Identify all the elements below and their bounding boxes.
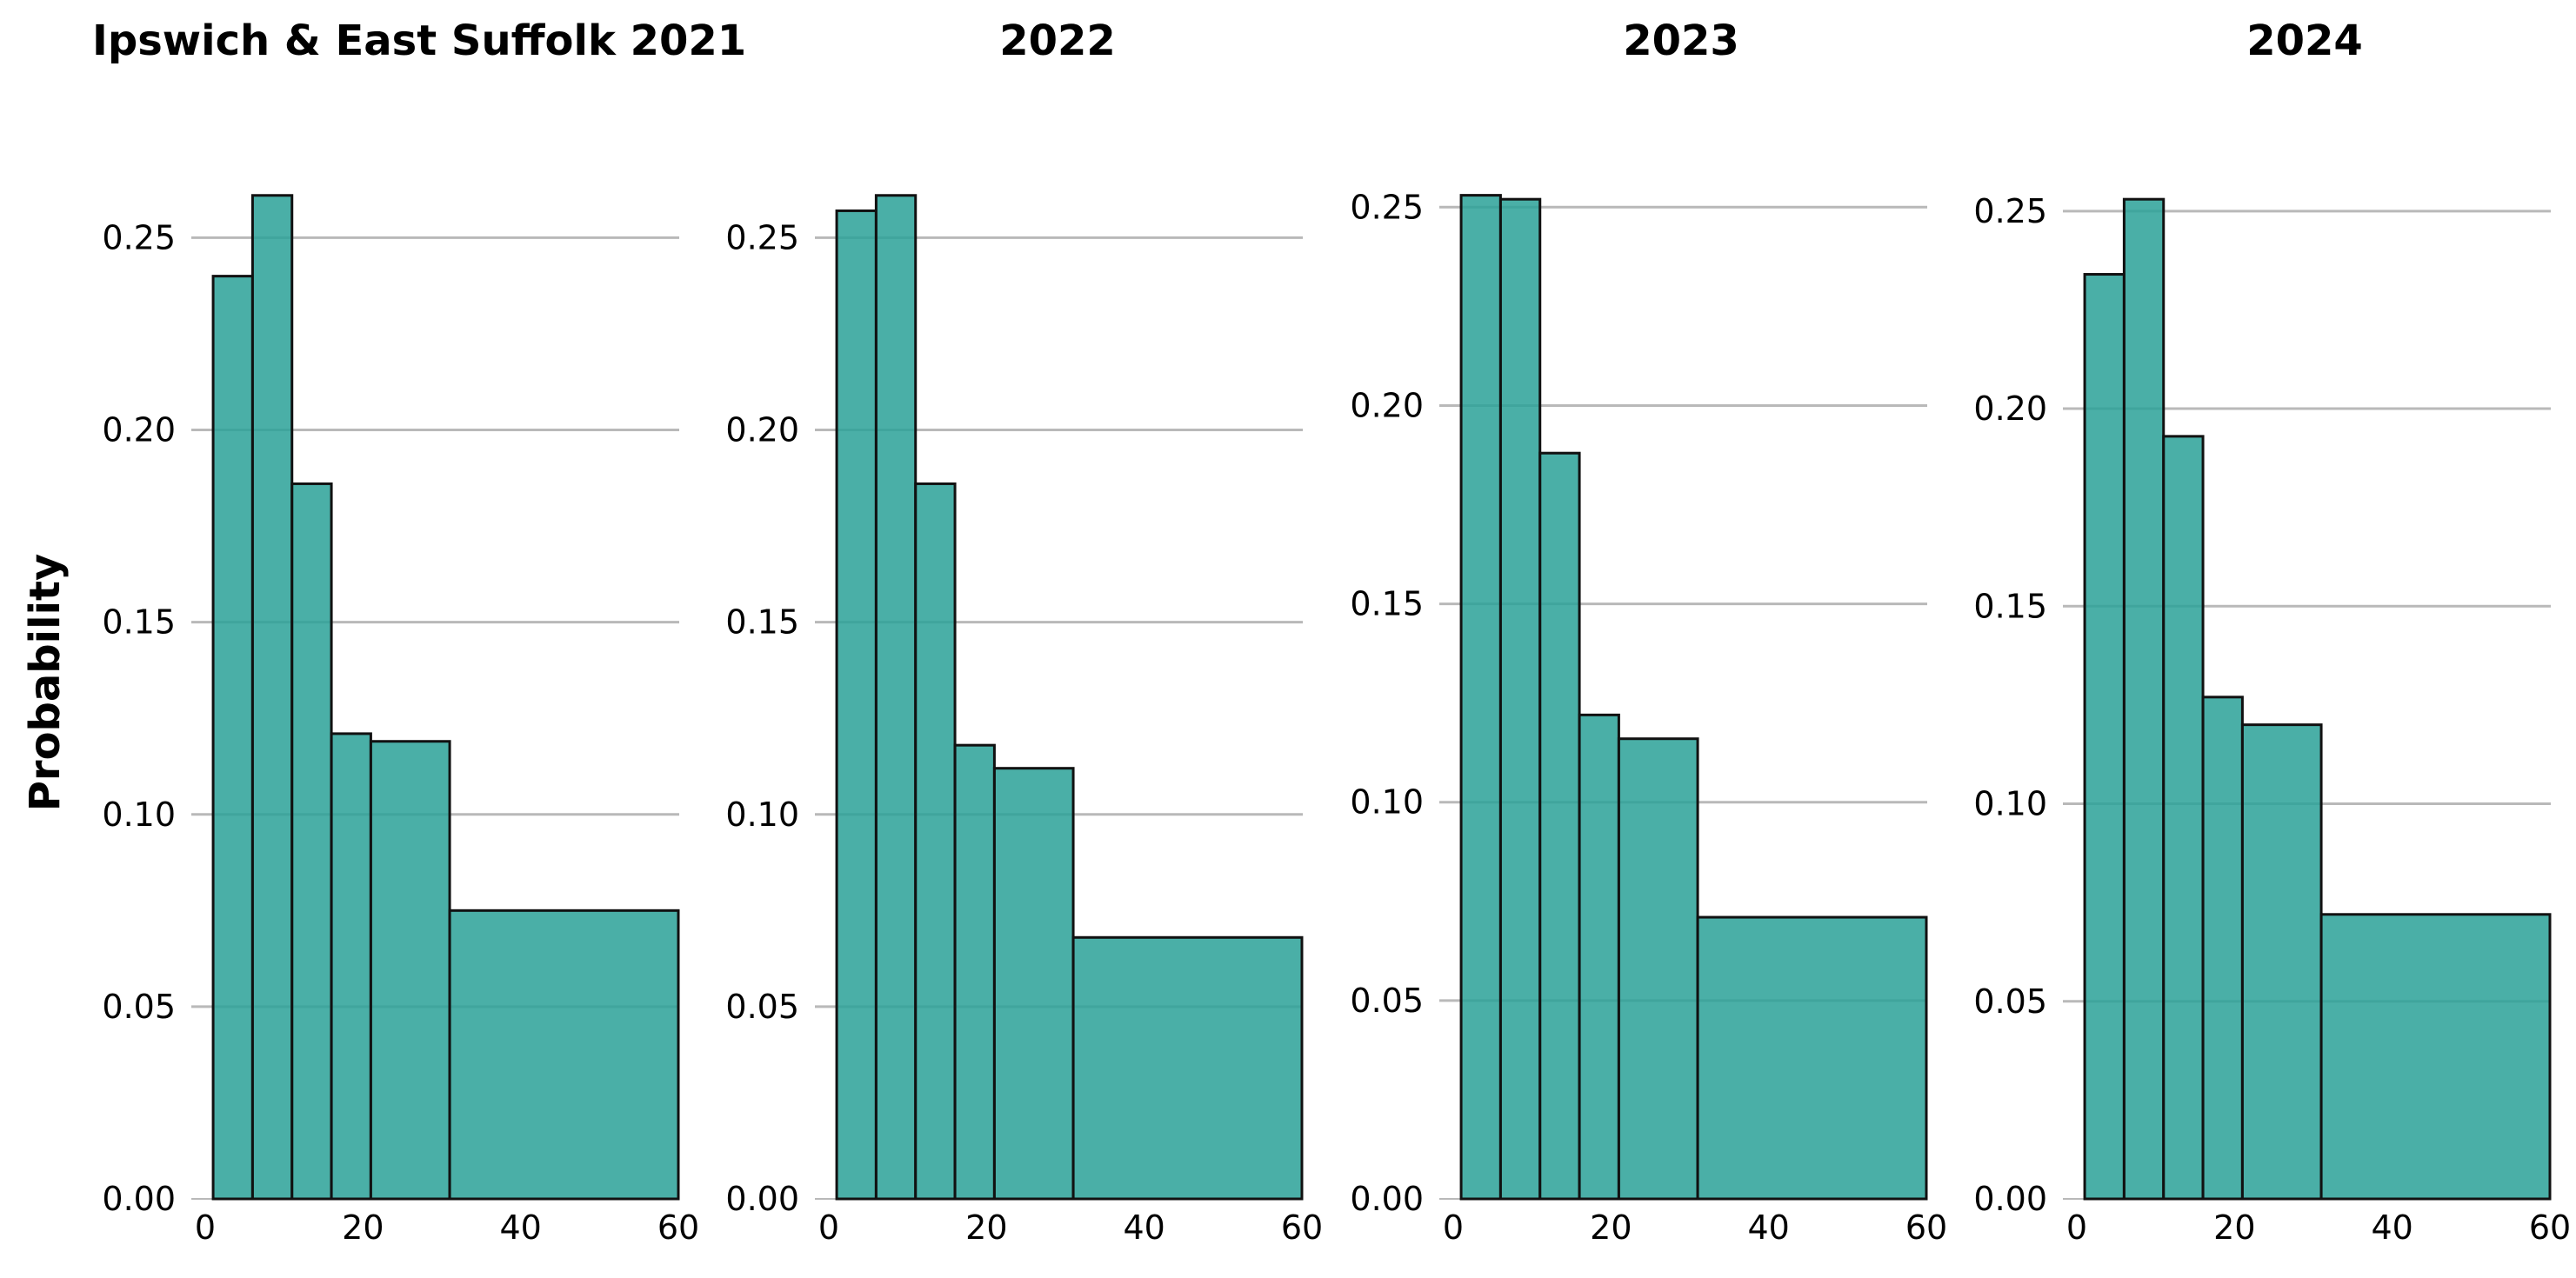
histogram-bar (874, 194, 918, 1201)
y-tick-label: 0.00 (1973, 1180, 2047, 1218)
histogram-bar (1696, 915, 1928, 1201)
histogram-bar (448, 909, 680, 1201)
histogram-bar (914, 482, 957, 1201)
panel-2023: 2023 0.00 0.05 0.10 0.15 0.20 0.25 0 20 40 60 (1350, 17, 1947, 1247)
y-tick-label: 0.20 (1350, 386, 1424, 424)
y-tick-label: 0.15 (1973, 587, 2047, 625)
y-tick-label: 0.25 (1973, 192, 2047, 230)
panel-title: 2022 (999, 17, 1116, 65)
histogram-bar (992, 767, 1075, 1201)
y-tick-label: 0.25 (725, 218, 799, 256)
x-tick-label: 60 (1281, 1208, 1323, 1247)
y-tick-label: 0.10 (1350, 783, 1424, 822)
histogram-bar (2162, 435, 2205, 1201)
x-tick-label: 40 (499, 1208, 541, 1247)
histogram-bar (1071, 935, 1304, 1201)
y-tick-label: 0.15 (1350, 585, 1424, 623)
y-tick-label: 0.10 (102, 795, 176, 834)
histogram-bar (330, 732, 372, 1201)
y-tick-label: 0.15 (725, 603, 799, 642)
x-tick-label: 40 (2371, 1208, 2412, 1247)
y-tick-label: 0.05 (102, 988, 176, 1026)
histogram-bar (1578, 713, 1620, 1201)
y-tick-label: 0.05 (1350, 982, 1424, 1020)
x-tick-label: 0 (818, 1208, 839, 1247)
y-tick-label: 0.10 (725, 795, 799, 834)
histogram-bar (2319, 913, 2552, 1201)
x-tick-label: 0 (195, 1208, 216, 1247)
x-tick-label: 20 (1590, 1208, 1632, 1247)
histogram-bar (953, 743, 996, 1201)
panel-2022: 2022 0.00 0.05 0.10 0.15 0.20 0.25 0 20 40 60 (725, 17, 1323, 1247)
histogram-bar (2122, 197, 2166, 1201)
y-tick-label: 0.20 (1973, 389, 2047, 428)
histogram-bar (2083, 273, 2126, 1201)
x-tick-label: 60 (2529, 1208, 2571, 1247)
histogram-bar (2201, 696, 2244, 1201)
x-tick-label: 60 (657, 1208, 699, 1247)
y-tick-label: 0.10 (1973, 785, 2047, 823)
panel-title: Ipswich & East Suffolk 2021 (92, 17, 746, 65)
y-tick-label: 0.20 (725, 411, 799, 449)
histogram-bar (290, 482, 333, 1201)
y-tick-label: 0.05 (1973, 982, 2047, 1021)
y-tick-label: 0.25 (102, 218, 176, 256)
y-tick-label: 0.05 (725, 988, 799, 1026)
x-tick-label: 60 (1905, 1208, 1947, 1247)
x-tick-label: 40 (1123, 1208, 1165, 1247)
x-tick-label: 0 (1443, 1208, 1464, 1247)
histogram-bar (211, 275, 254, 1201)
y-tick-label: 0.15 (102, 603, 176, 642)
y-tick-label: 0.25 (1350, 188, 1424, 226)
panel-2024: 2024 0.00 0.05 0.10 0.15 0.20 0.25 0 20 40 60 (1973, 17, 2571, 1247)
panel-title: 2023 (1623, 17, 1739, 65)
histogram-bar (835, 209, 878, 1201)
histogram-bar (1617, 737, 1699, 1201)
x-tick-label: 40 (1747, 1208, 1789, 1247)
x-tick-label: 20 (965, 1208, 1007, 1247)
y-axis-label: Probability (21, 554, 70, 812)
histogram-bar (1538, 451, 1581, 1201)
panel-2021: Ipswich & East Suffolk 2021 Probability … (21, 17, 746, 1247)
histogram-bar (369, 740, 451, 1201)
histogram-bar (2240, 723, 2323, 1201)
histogram-bar (1459, 194, 1502, 1201)
y-tick-label: 0.00 (102, 1180, 176, 1218)
x-tick-label: 20 (2213, 1208, 2255, 1247)
histogram-bar (250, 194, 294, 1201)
histogram-bar (1498, 197, 1542, 1201)
x-tick-label: 0 (2066, 1208, 2087, 1247)
y-tick-label: 0.00 (1350, 1180, 1424, 1218)
panel-title: 2024 (2246, 17, 2363, 65)
y-tick-label: 0.00 (725, 1180, 799, 1218)
x-tick-label: 20 (342, 1208, 384, 1247)
y-tick-label: 0.20 (102, 411, 176, 449)
